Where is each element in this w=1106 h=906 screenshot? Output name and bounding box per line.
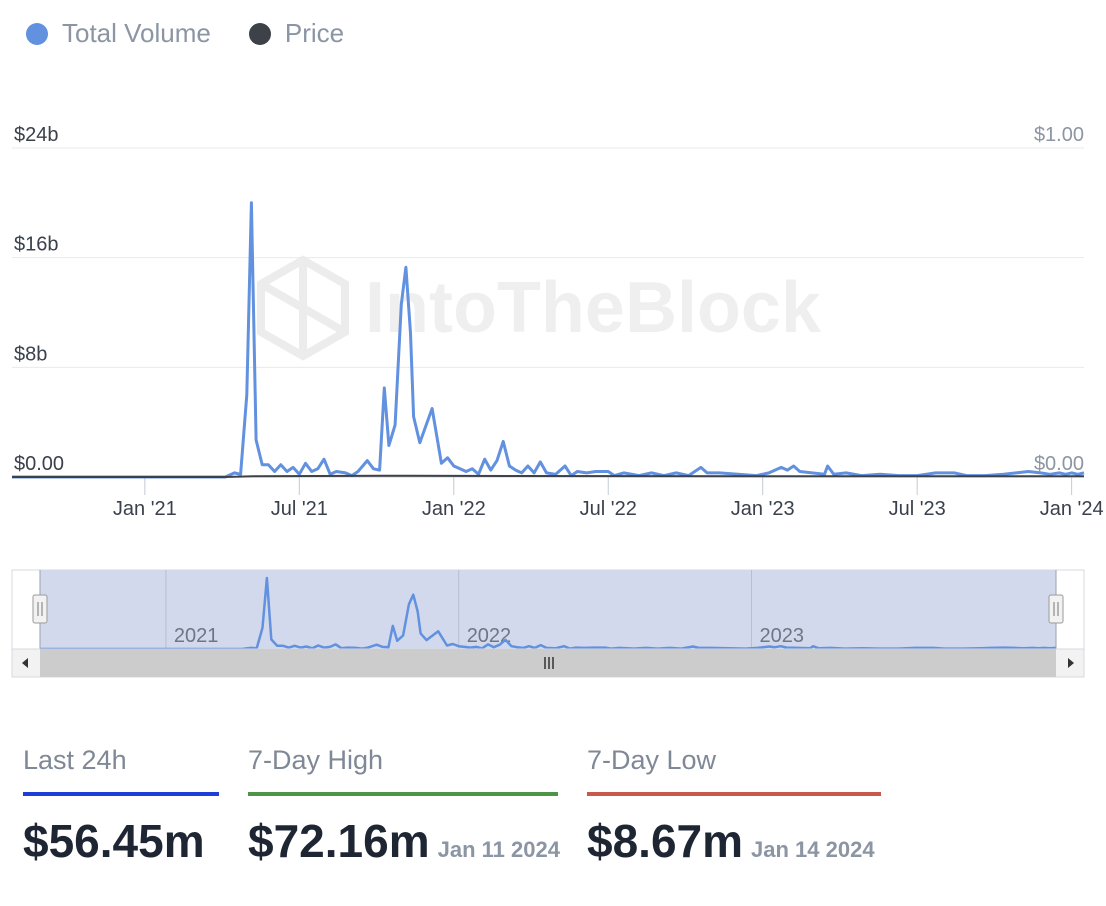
stat-high-label: 7-Day High <box>248 745 384 775</box>
main-chart[interactable]: IntoTheBlock $0.00 $8b $16b $24b $0.00 $1.00 J… <box>0 120 1106 530</box>
legend-item-total-volume[interactable]: Total Volume <box>26 18 211 49</box>
navigator-year-label: 2022 <box>467 625 512 647</box>
navigator-year-label: 2023 <box>759 625 804 647</box>
y-right-tick-label: $1.00 <box>1034 124 1084 146</box>
stat-last24-bar <box>23 792 219 796</box>
y-left-tick-label: $0.00 <box>14 453 64 475</box>
stat-low-value: $8.67m <box>587 815 744 867</box>
x-tick-label: Jul '22 <box>580 498 637 520</box>
x-tick-label: Jan '21 <box>113 498 177 520</box>
x-tick-label: Jan '23 <box>731 498 795 520</box>
scroll-right-arrow-icon[interactable] <box>1068 658 1074 668</box>
watermark-logo-icon <box>257 255 349 361</box>
stat-high-value: $72.16m <box>248 815 430 867</box>
x-tick-label: Jul '23 <box>889 498 946 520</box>
stat-7day-low: 7-Day Low $8.67m Jan 14 2024 <box>587 745 881 868</box>
watermark-text: IntoTheBlock <box>365 268 822 348</box>
series-line-price[interactable] <box>12 474 1084 478</box>
stat-high-date: Jan 11 2024 <box>437 837 560 862</box>
stat-7day-high: 7-Day High $72.16m Jan 11 2024 <box>248 745 560 868</box>
navigator-selection[interactable] <box>40 570 1056 649</box>
stat-high-bar <box>248 792 558 796</box>
navigator-right-handle[interactable] <box>1048 570 1064 649</box>
range-navigator[interactable]: 2021 2022 2023 <box>0 565 1106 685</box>
navigator-year-label: 2021 <box>174 625 219 647</box>
stat-low-date: Jan 14 2024 <box>751 837 875 862</box>
scrollbar-thumb[interactable] <box>40 649 1056 677</box>
y-right-tick-label: $0.00 <box>1034 453 1084 475</box>
legend-item-price[interactable]: Price <box>248 18 345 49</box>
series-line-total-volume[interactable] <box>12 201 1085 479</box>
x-tick-label: Jan '22 <box>422 498 486 520</box>
volume-dot-icon <box>26 22 48 45</box>
x-tick-label: Jul '21 <box>271 498 328 520</box>
scroll-left-arrow-icon[interactable] <box>22 658 28 668</box>
price-dot-icon <box>248 22 271 45</box>
chart-legend: Total Volume Price <box>26 18 344 49</box>
y-left-tick-label: $24b <box>14 124 59 146</box>
stat-last24-label: Last 24h <box>23 745 127 775</box>
y-left-tick-label: $8b <box>14 343 47 365</box>
stat-last24-value: $56.45m <box>23 815 205 867</box>
x-tick-label: Jan '24 <box>1040 498 1104 520</box>
legend-price-label: Price <box>284 18 345 48</box>
stat-low-label: 7-Day Low <box>587 745 717 775</box>
legend-volume-label: Total Volume <box>62 18 211 48</box>
navigator-series-line <box>40 576 1057 651</box>
stat-low-bar <box>587 792 881 796</box>
navigator-left-handle[interactable] <box>32 570 48 649</box>
stat-last-24h: Last 24h $56.45m <box>23 745 219 868</box>
y-left-tick-label: $16b <box>14 234 59 256</box>
